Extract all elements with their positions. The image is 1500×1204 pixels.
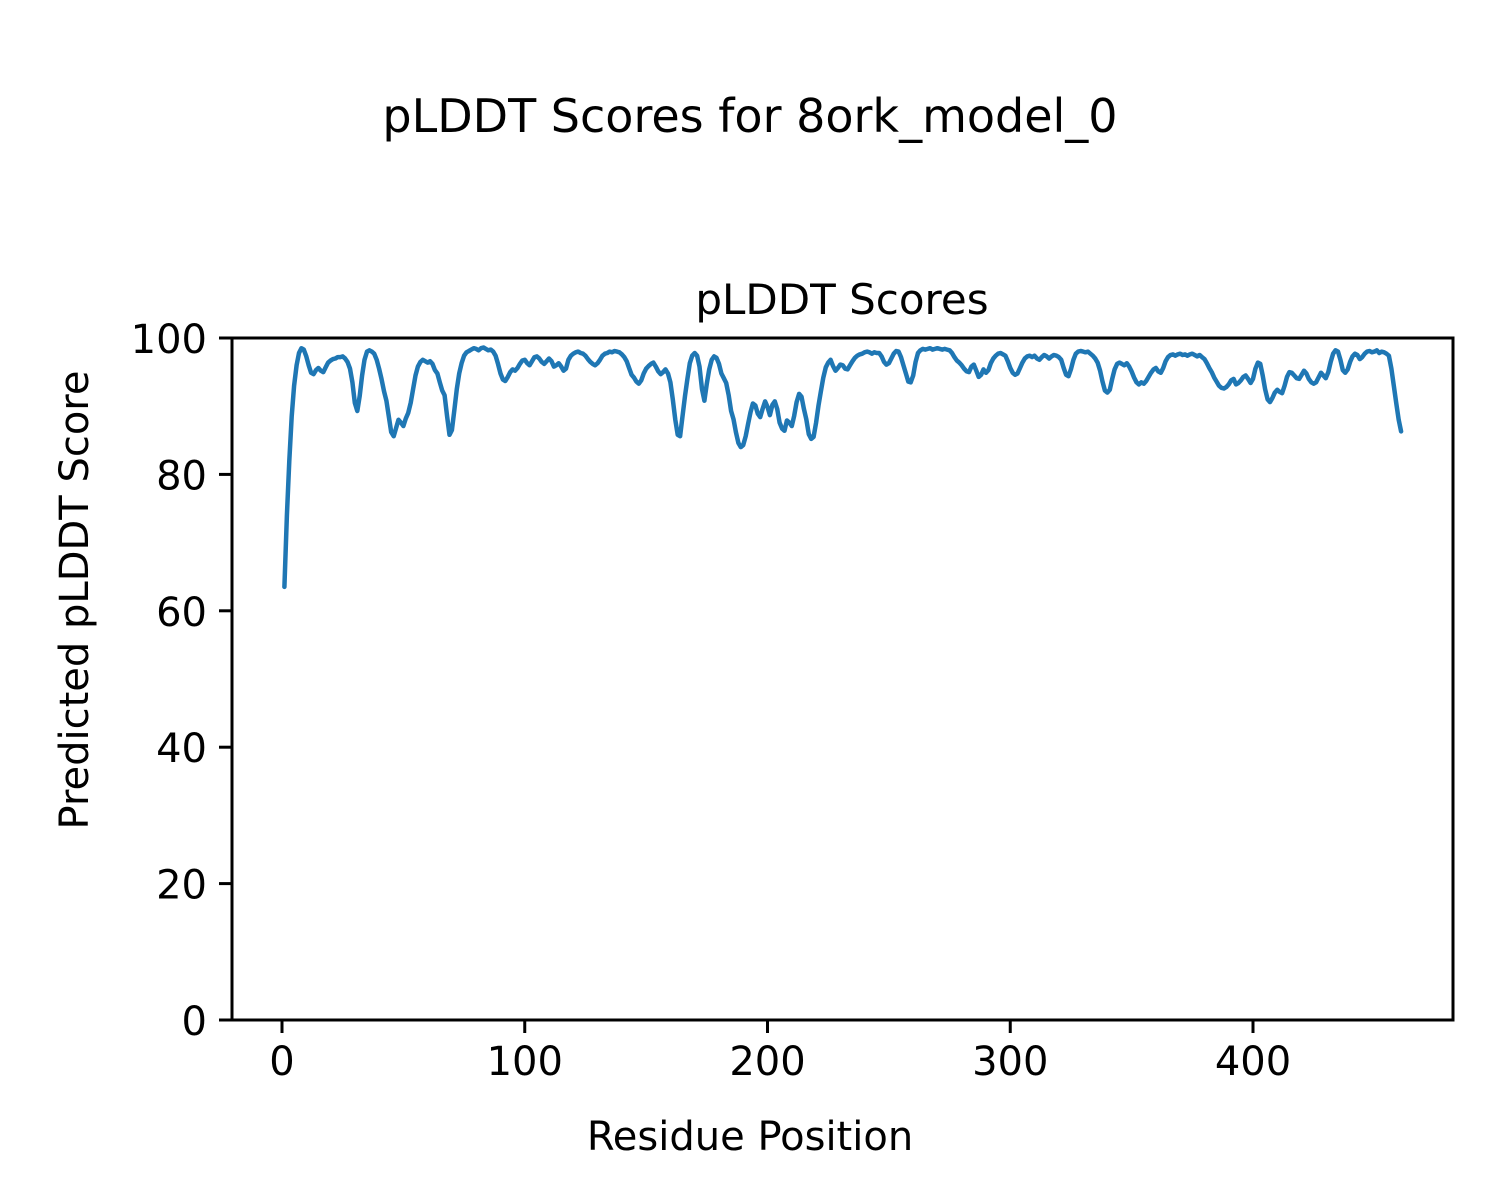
- axes-title: pLDDT Scores: [695, 275, 988, 324]
- y-tick-label: 80: [156, 453, 207, 499]
- plddt-line-series: [282, 345, 1404, 590]
- figure-suptitle: pLDDT Scores for 8ork_model_0: [382, 89, 1117, 143]
- x-axis-label: Residue Position: [587, 1114, 913, 1160]
- y-tick-label: 0: [182, 999, 207, 1045]
- x-tick-label: 100: [487, 1039, 563, 1085]
- y-axis-label: Predicted pLDDT Score: [52, 371, 98, 830]
- axes-frame: [230, 336, 1455, 1022]
- x-tick-label: 300: [972, 1039, 1048, 1085]
- y-tick-label: 20: [156, 863, 207, 909]
- x-tick-label: 400: [1215, 1039, 1291, 1085]
- y-tick-label: 60: [156, 590, 207, 636]
- x-tick-label: 200: [729, 1039, 805, 1085]
- y-tick-label: 100: [131, 317, 207, 363]
- x-axis-ticks: 0 100 200 300 400: [269, 1020, 1291, 1085]
- y-tick-label: 40: [156, 726, 207, 772]
- y-axis-ticks: 0 20 40 60 80 100: [131, 317, 232, 1045]
- x-tick-label: 0: [269, 1039, 294, 1085]
